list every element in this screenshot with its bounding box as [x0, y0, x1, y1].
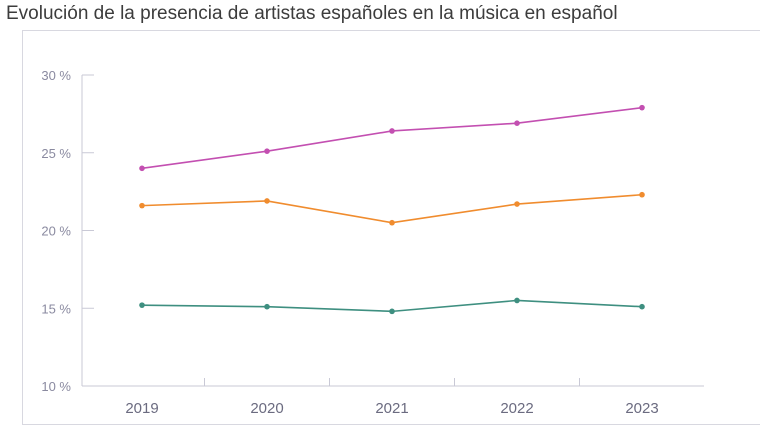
y-tick-label: 20 %: [41, 224, 71, 239]
y-tick-label: 10 %: [41, 379, 71, 394]
series-1-point: [389, 128, 395, 134]
series-2-point: [514, 201, 520, 207]
series-3-point: [389, 308, 395, 315]
x-tick-label: 2022: [500, 400, 533, 417]
y-tick-label: 15 %: [41, 301, 71, 316]
series-3-point: [264, 303, 270, 310]
series-1-point: [264, 148, 270, 154]
series-1-point: [139, 165, 145, 172]
y-tick-label: 25 %: [41, 146, 71, 161]
series-2-point: [139, 202, 145, 209]
series-2-point: [264, 198, 270, 204]
series-3-point: [514, 297, 520, 304]
x-tick-label: 2019: [125, 400, 158, 417]
x-tick-label: 2021: [375, 400, 408, 417]
y-tick-label: 30 %: [41, 68, 71, 83]
series-3-point: [639, 303, 645, 310]
series-1-point: [639, 104, 645, 111]
series-2-point: [389, 219, 395, 226]
series-line-1: [141, 106, 643, 170]
chart-frame: [22, 30, 760, 425]
series-2-point: [639, 191, 645, 198]
series-line-2: [141, 193, 643, 224]
series-3-point: [139, 302, 145, 308]
x-tick-label: 2020: [250, 400, 283, 417]
chart-title: Evolución de la presencia de artistas es…: [6, 3, 618, 24]
x-tick-label: 2023: [625, 400, 658, 417]
series-1-point: [514, 120, 520, 127]
